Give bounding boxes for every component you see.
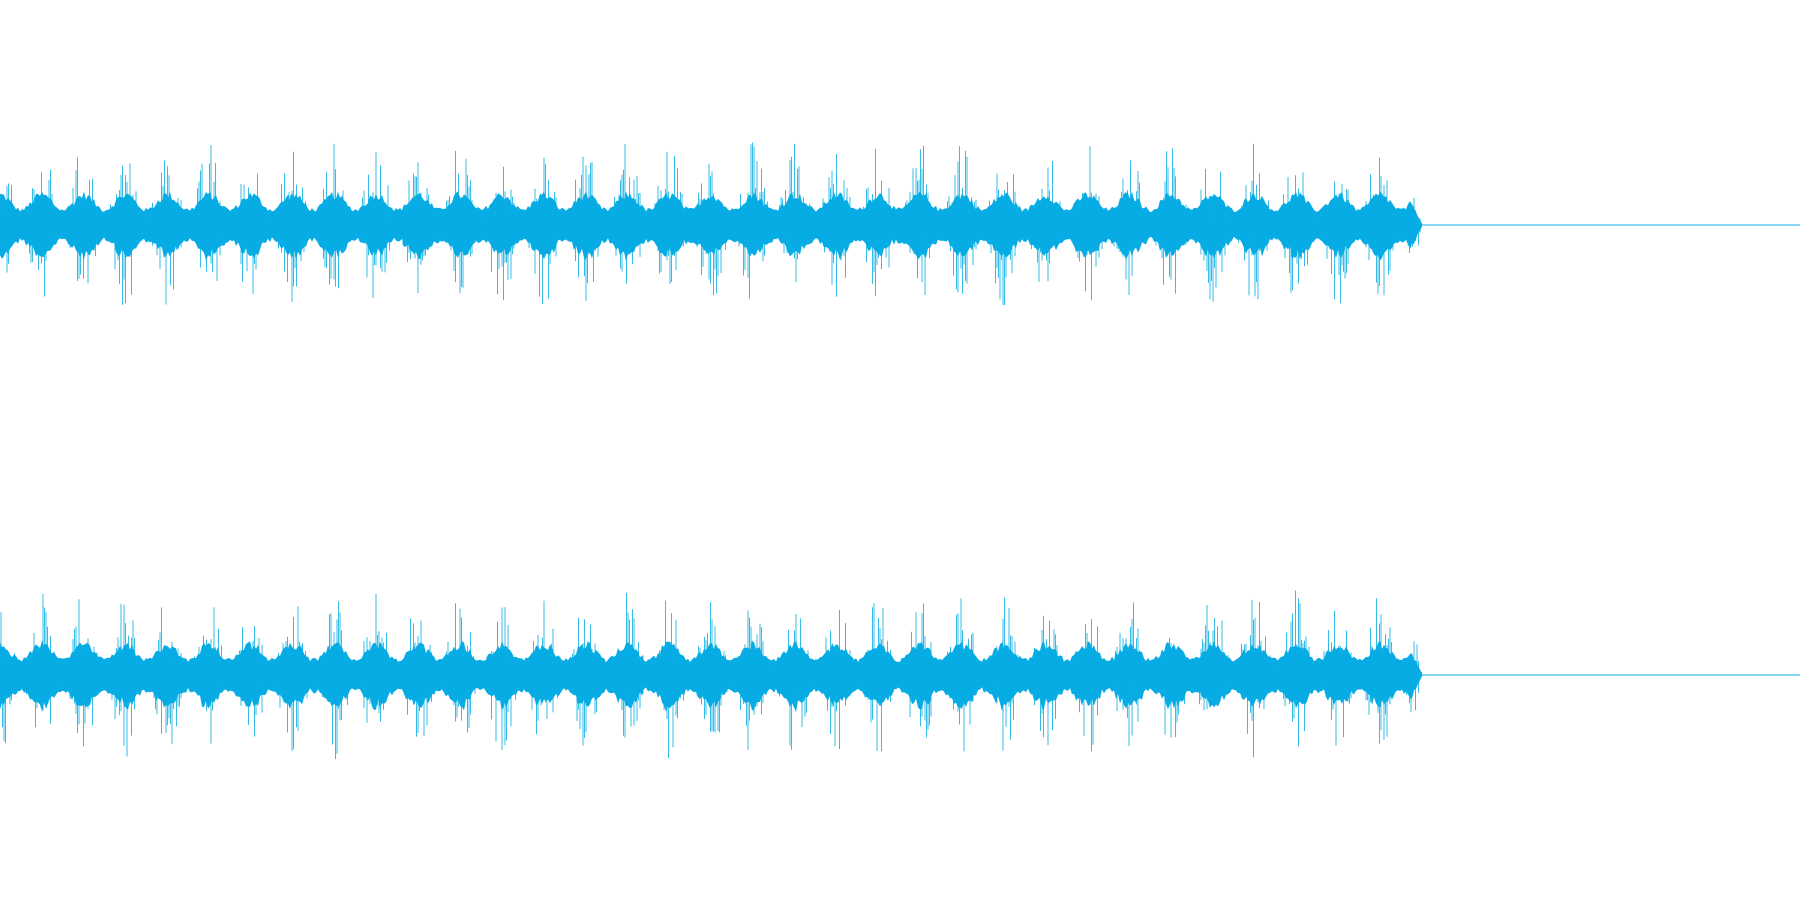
- waveform-peaks: [0, 142, 1422, 306]
- waveform-peaks: [0, 590, 1422, 760]
- channel-left-waveform: [0, 142, 1800, 306]
- channel-right-waveform: [0, 590, 1800, 760]
- waveform-body: [0, 640, 1422, 713]
- waveform-body: [0, 191, 1422, 262]
